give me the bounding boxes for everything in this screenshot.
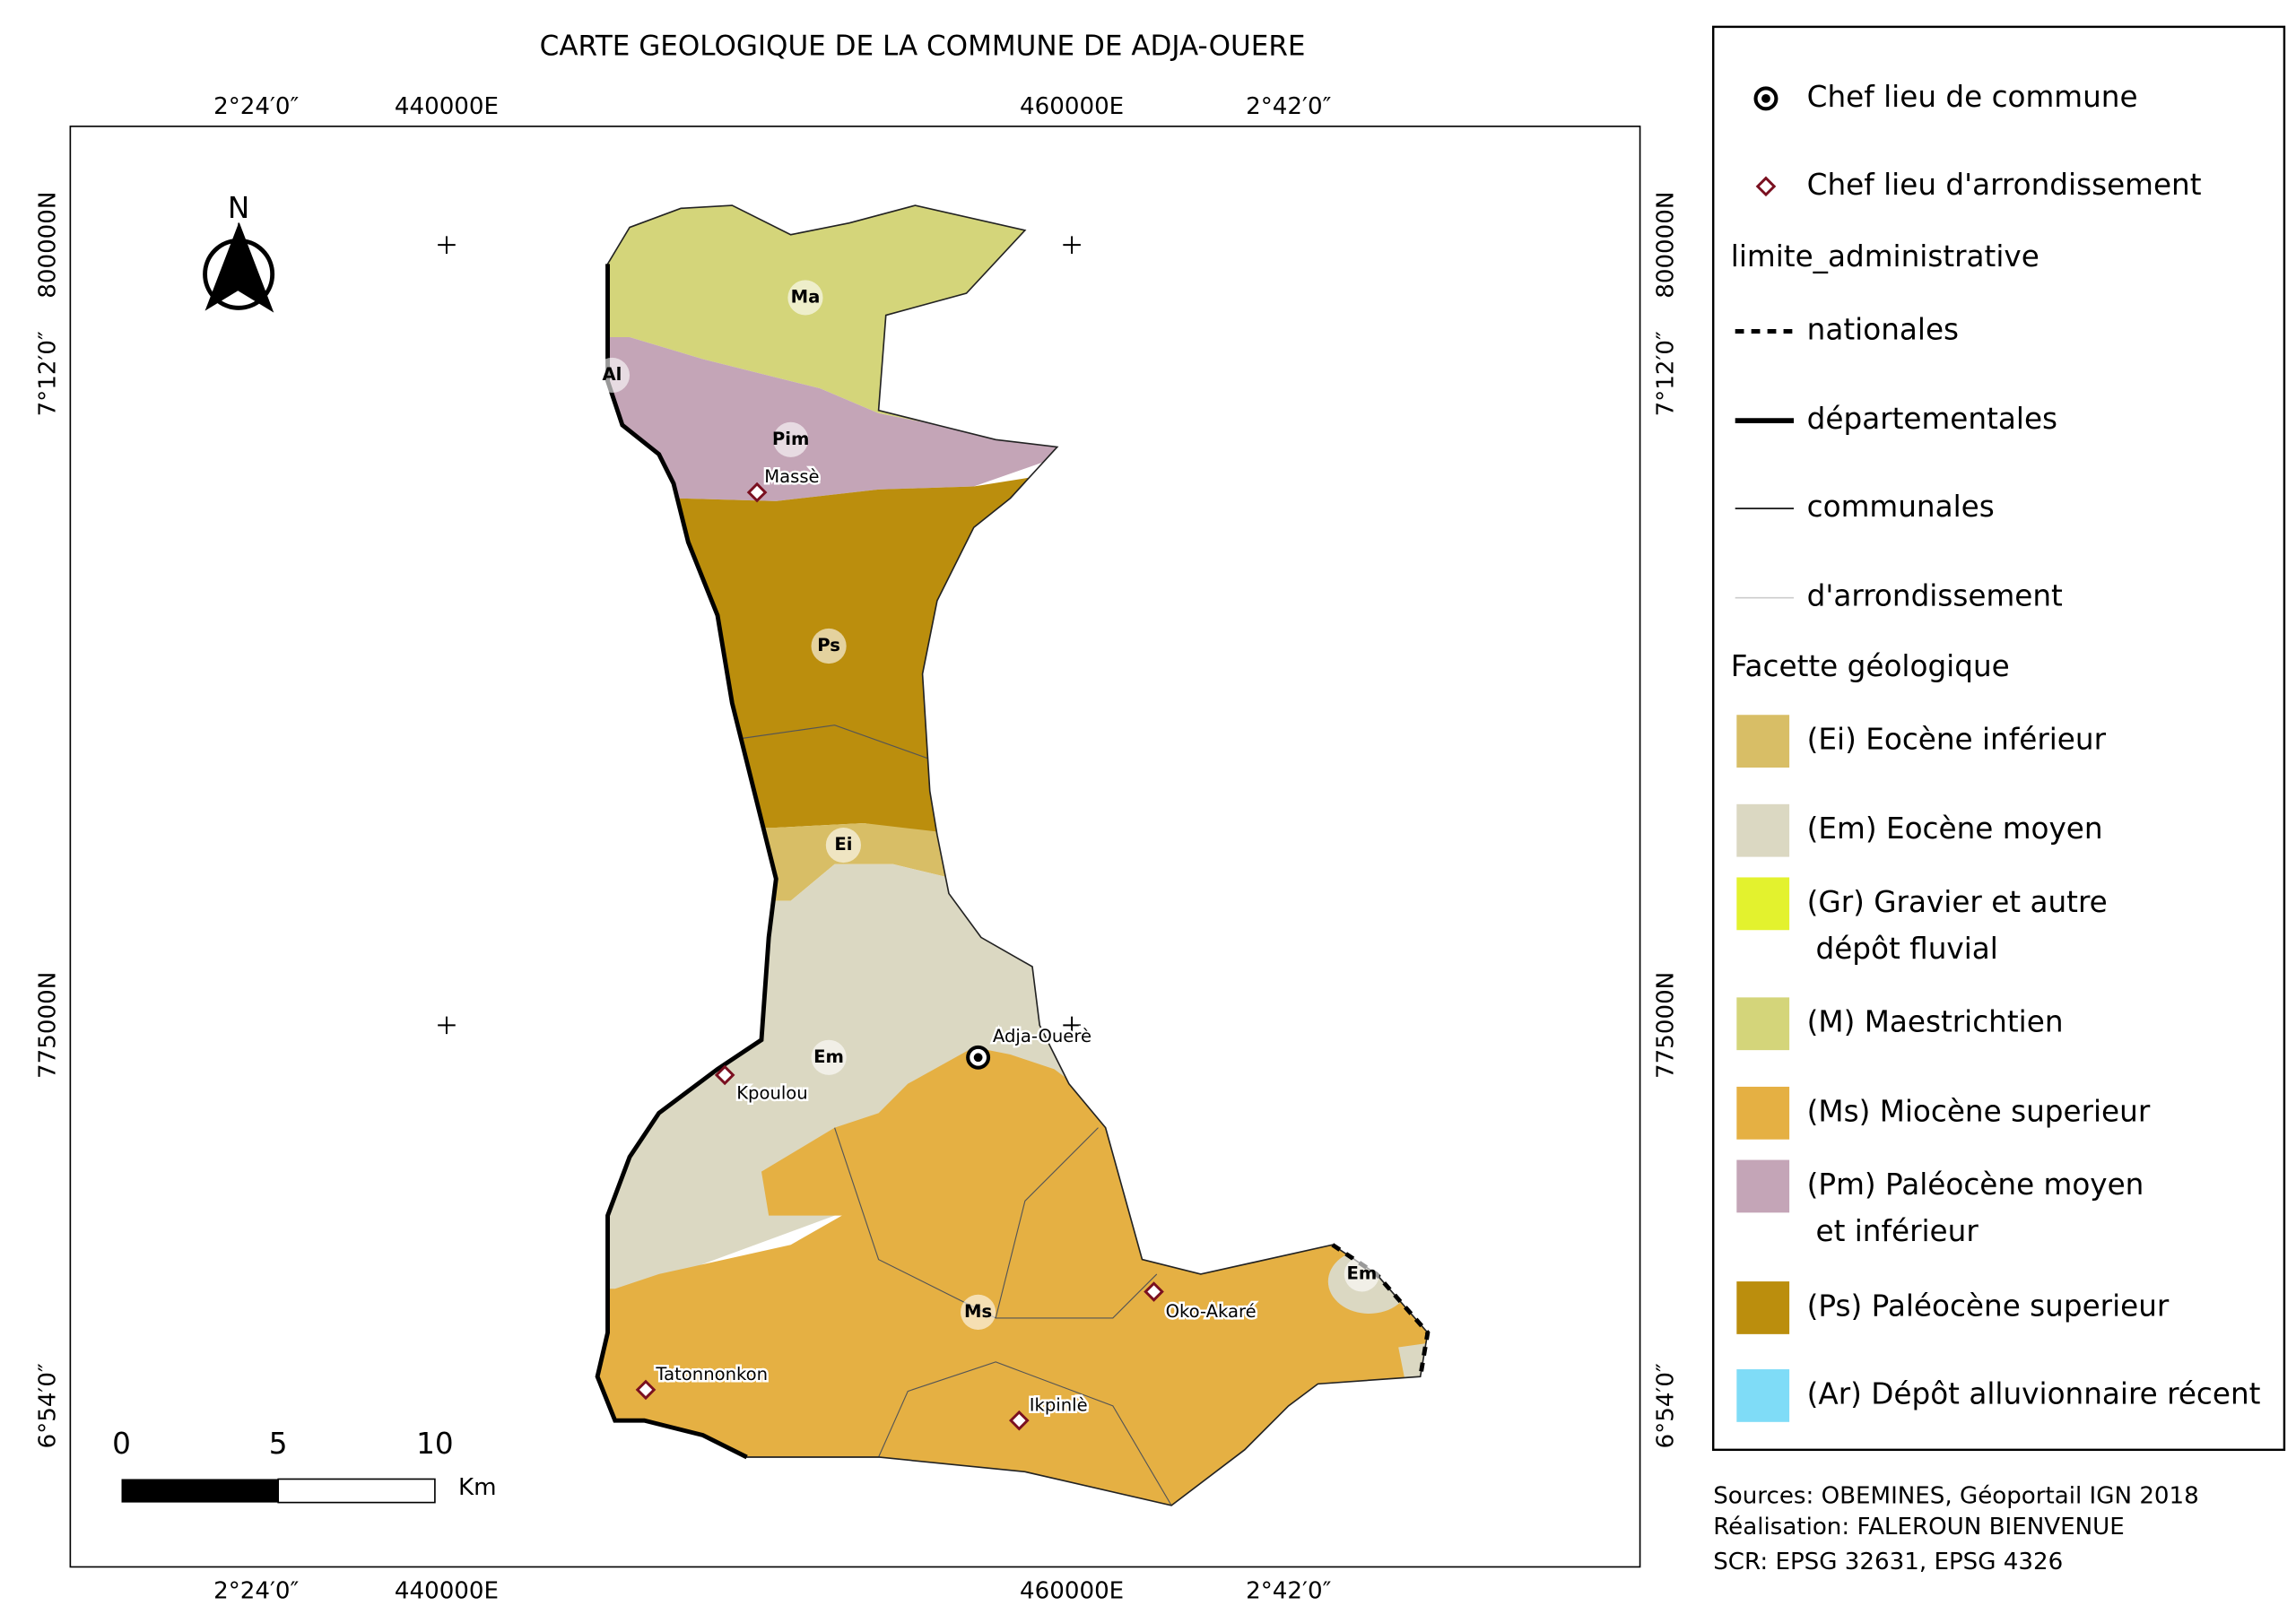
legend-swatch (1736, 877, 1790, 931)
credit-line: Sources: OBEMINES, Géoportail IGN 2018 (1713, 1483, 2199, 1510)
unit-label-bg (811, 628, 847, 664)
scale-black (121, 1479, 279, 1503)
grid-label-right: 6°54′0″ (1652, 1363, 1679, 1448)
grid-label-right: 800000N (1652, 192, 1679, 299)
grid-label-bottom: 440000E (395, 1578, 499, 1605)
arrondissement-seat (1009, 1410, 1030, 1431)
grid-label-top: 2°42′0″ (1246, 93, 1331, 120)
legend-arr-symbol (1755, 176, 1777, 197)
legend-label: communales (1807, 490, 1995, 524)
scale-tick-label: 0 (112, 1427, 131, 1461)
unit-label: Ms (964, 1301, 992, 1322)
grid-label-bottom: 2°42′0″ (1246, 1578, 1331, 1605)
place-label: Massè (764, 466, 819, 487)
grid-label-top: 460000E (1020, 93, 1124, 120)
legend-label: (M) Maestrichtien (1807, 1005, 2064, 1039)
unit-label: Em (1346, 1263, 1377, 1283)
legend-label: nationales (1807, 312, 1959, 346)
legend-swatch (1736, 803, 1790, 857)
legend-label: départementales (1807, 402, 2057, 436)
grid-label-right: 7°12′0″ (1652, 331, 1679, 416)
arrondissement-seat (714, 1064, 735, 1086)
departmental-boundary (595, 264, 778, 1460)
place-label: Ikpinlè (1030, 1394, 1088, 1415)
grid-crosses (438, 236, 1081, 1035)
legend-heading: limite_administrative (1731, 239, 2039, 273)
grid-label-right: 775000N (1652, 972, 1679, 1079)
place-label: Adja-Ouerè (993, 1026, 1091, 1046)
credit-line: SCR: EPSG 32631, EPSG 4326 (1713, 1549, 2063, 1575)
arrondissement-line (732, 725, 938, 763)
unit-label: Em (813, 1046, 844, 1067)
legend-label: (Ar) Dépôt alluvionnaire récent (1807, 1376, 2261, 1410)
unit-label-bg (811, 1039, 847, 1075)
grid-label-left: 6°54′0″ (34, 1363, 61, 1448)
grid-label-top: 440000E (395, 93, 499, 120)
scale-white (277, 1478, 436, 1504)
national-boundary (1331, 1243, 1431, 1377)
grid-label-top: 2°24′0″ (213, 93, 299, 120)
grid-label-left: 7°12′0″ (34, 331, 61, 416)
map-title: CARTE GEOLOGIQUE DE LA COMMUNE DE ADJA-O… (540, 30, 1306, 63)
legend-swatch (1736, 997, 1790, 1051)
scale-unit: Km (458, 1474, 497, 1501)
unit-label: Pim (772, 429, 809, 449)
unit-label-bg (787, 280, 823, 316)
legend-swatch (1736, 715, 1790, 768)
legend-box (1711, 25, 2286, 1452)
grid-label-bottom: 2°24′0″ (213, 1578, 299, 1605)
unit-label: Ps (817, 635, 840, 655)
place-label: Kpoulou (736, 1083, 807, 1104)
unit-label-bg (825, 827, 861, 864)
legend-label: (Ps) Paléocène superieur (1807, 1289, 2170, 1323)
unit-label: Ei (834, 834, 852, 855)
unit-label-bg (1344, 1256, 1379, 1292)
cross (438, 236, 1081, 1035)
legend-label: (Ei) Eocène inférieur (1807, 723, 2107, 757)
unit-label-bg (961, 1294, 996, 1330)
legend-heading: Facette géologique (1731, 649, 2010, 683)
legend-label: (Gr) Gravier et autre (1807, 885, 2108, 919)
legend-label: (Em) Eocène moyen (1807, 812, 2103, 846)
legend-label: dépôt fluvial (1815, 932, 1997, 966)
unit-label-bg (594, 357, 631, 394)
legend-swatch (1736, 1086, 1790, 1140)
unit-label-bg (773, 421, 809, 457)
legend-swatch (1736, 1369, 1790, 1422)
north-label: N (228, 191, 249, 225)
scale-tick-label: 5 (269, 1427, 288, 1461)
legend-commune-dot (1761, 94, 1770, 103)
unit-label: Ma (791, 286, 821, 307)
place-label: Oko-Akaré (1166, 1301, 1257, 1322)
legend-swatch (1736, 1281, 1790, 1334)
arrondissement-seat (1144, 1281, 1164, 1302)
legend-label: Chef lieu de commune (1807, 80, 2138, 114)
credit-line: Réalisation: FALEROUN BIENVENUE (1713, 1514, 2125, 1541)
place-label: Tatonnonkon (655, 1364, 768, 1384)
scale-tick-label: 10 (416, 1427, 454, 1461)
grid-label-left: 800000N (34, 192, 61, 299)
legend-label: et inférieur (1815, 1214, 1979, 1248)
legend-label: Chef lieu d'arrondissement (1807, 168, 2202, 202)
legend-label: d'arrondissement (1807, 579, 2063, 613)
legend-label: (Ms) Miocène superieur (1807, 1094, 2151, 1128)
arrondissement-line (995, 1127, 1099, 1319)
legend-label: (Pm) Paléocène moyen (1807, 1167, 2144, 1202)
legend-swatch (1736, 1159, 1790, 1213)
unit-pm (597, 337, 1084, 501)
commune-seat-dot (973, 1053, 983, 1063)
grid-label-bottom: 460000E (1020, 1578, 1124, 1605)
grid-label-left: 775000N (34, 972, 61, 1079)
north-right (238, 222, 274, 313)
arrondissement-seat (746, 482, 768, 503)
arrondissement-line (878, 1361, 1172, 1506)
arrondissement-seat (635, 1379, 657, 1401)
unit-label: Al (603, 364, 622, 385)
